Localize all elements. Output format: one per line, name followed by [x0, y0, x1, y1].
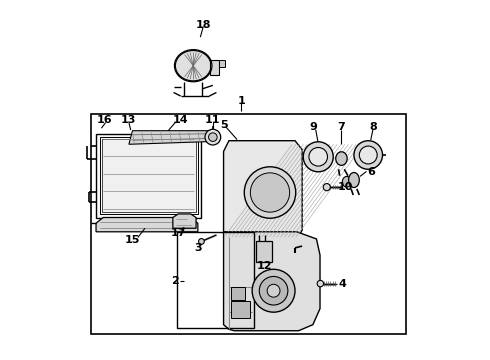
- Text: 9: 9: [309, 122, 317, 132]
- Ellipse shape: [348, 172, 359, 188]
- Text: 10: 10: [338, 182, 353, 192]
- Circle shape: [209, 133, 217, 141]
- Polygon shape: [129, 131, 215, 144]
- Bar: [231, 301, 250, 318]
- Polygon shape: [223, 141, 302, 241]
- Polygon shape: [223, 232, 320, 331]
- Circle shape: [259, 276, 288, 305]
- Text: 8: 8: [370, 122, 377, 132]
- Polygon shape: [173, 214, 196, 228]
- Bar: [177, 232, 254, 328]
- Circle shape: [198, 239, 204, 244]
- Text: 15: 15: [125, 235, 140, 245]
- Ellipse shape: [175, 50, 211, 81]
- Bar: [102, 139, 196, 212]
- Bar: [99, 137, 198, 214]
- Bar: [220, 60, 224, 67]
- Bar: [231, 287, 245, 300]
- Text: 5: 5: [220, 120, 228, 130]
- Ellipse shape: [343, 176, 351, 187]
- Circle shape: [317, 280, 323, 287]
- Circle shape: [359, 146, 377, 164]
- Polygon shape: [96, 217, 198, 232]
- Text: 1: 1: [238, 96, 245, 106]
- Circle shape: [250, 173, 290, 212]
- Circle shape: [309, 148, 327, 166]
- Circle shape: [267, 284, 280, 297]
- Circle shape: [354, 141, 383, 169]
- Bar: [256, 241, 272, 262]
- Circle shape: [252, 269, 295, 312]
- Circle shape: [303, 142, 333, 172]
- Circle shape: [245, 167, 296, 218]
- Text: 13: 13: [121, 115, 136, 125]
- Ellipse shape: [336, 152, 347, 165]
- Text: 3: 3: [195, 243, 202, 253]
- Text: 14: 14: [173, 115, 189, 125]
- Bar: [96, 134, 201, 217]
- Circle shape: [205, 129, 220, 145]
- Bar: [92, 114, 406, 334]
- Text: 6: 6: [367, 167, 375, 177]
- Text: 4: 4: [338, 279, 346, 289]
- Text: 17: 17: [171, 228, 187, 238]
- Text: 18: 18: [196, 19, 212, 30]
- Text: 11: 11: [205, 115, 221, 125]
- Text: 7: 7: [338, 122, 345, 132]
- Bar: [210, 60, 220, 75]
- Circle shape: [323, 184, 330, 191]
- Text: 2: 2: [171, 276, 179, 286]
- Text: 16: 16: [97, 115, 113, 125]
- Text: 12: 12: [257, 261, 272, 271]
